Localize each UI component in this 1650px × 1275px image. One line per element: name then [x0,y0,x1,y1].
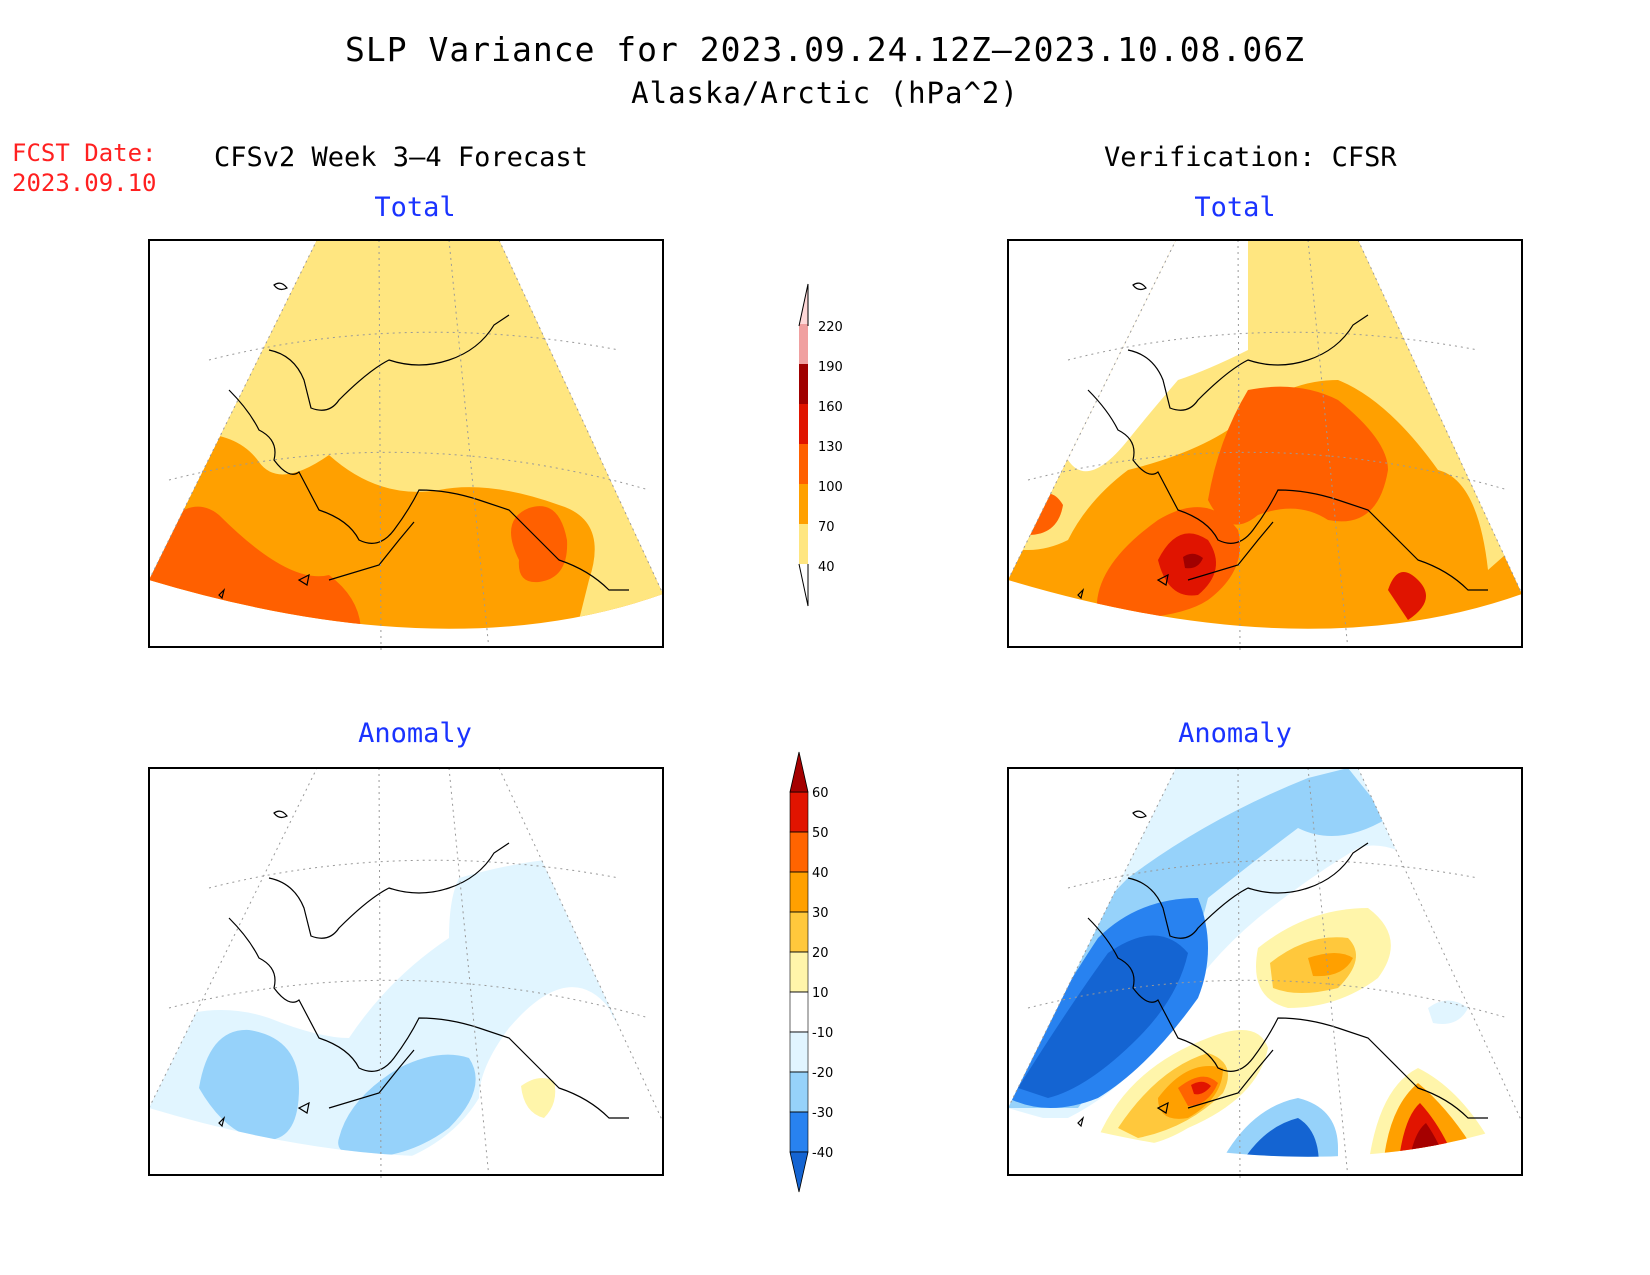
anomaly-band-below-minus40 [1018,935,1188,1098]
total-colorbar-label: 220 [818,320,843,335]
total-band-160-190 [1183,553,1203,569]
coastline [1077,282,1488,600]
total-colorbar-swatches [799,284,808,604]
coastline [218,282,629,600]
anomaly-colorbar-swatch [789,911,809,953]
anomaly-colorbar-label: 60 [812,786,829,801]
main-subtitle: Alaska/Arctic (hPa^2) [631,76,1019,110]
anomaly-band-30-40 [1308,953,1353,977]
anomaly-colorbar-bottom-wedge [789,1151,809,1193]
total-colorbar-label: 130 [818,440,843,455]
total-band-100-130-east [511,506,568,583]
coastline [1077,810,1488,1128]
verification-anomaly-map [1007,767,1523,1179]
verification-total-title: Total [1194,192,1276,223]
verification-column-heading: Verification: CFSR [1104,142,1397,173]
anomaly-colorbar-label: -30 [812,1106,833,1121]
anomaly-colorbar-label: 40 [812,866,829,881]
anomaly-colorbar-swatch [789,951,809,993]
anomaly-band-minus20-minus10-east [1428,1000,1468,1024]
main-title: SLP Variance for 2023.09.24.12Z–2023.10.… [345,30,1305,69]
total-colorbar: 220 190 160 130 100 70 40 [798,283,843,607]
anomaly-colorbar-label: 50 [812,826,829,841]
total-colorbar-swatch [799,364,808,404]
anomaly-band-minus30-minus20 [199,1029,299,1140]
forecast-anomaly-title: Anomaly [358,718,472,749]
total-colorbar-label: 40 [818,560,835,575]
anomaly-colorbar-swatch [789,871,809,913]
verification-total-map [1007,239,1523,651]
anomaly-band-10-20 [521,1077,556,1118]
forecast-total-title: Total [374,192,456,223]
total-band-130-160-east [1388,572,1426,620]
fcst-date: FCST Date: 2023.09.10 [12,138,157,198]
panel-frame [1007,767,1523,1176]
anomaly-colorbar-label: -10 [812,1026,833,1041]
fcst-date-value: 2023.09.10 [12,169,157,197]
total-colorbar-swatch [799,444,808,484]
total-band-100-130 [1208,386,1388,525]
anomaly-band-50-60 [1191,1081,1211,1095]
total-colorbar-label: 190 [818,360,843,375]
anomaly-colorbar-top-wedge [789,751,809,793]
total-colorbar-swatch [799,324,808,364]
anomaly-colorbar-swatch [789,1031,809,1073]
graticule [1007,767,1523,1179]
anomaly-colorbar-label: -40 [812,1146,833,1161]
forecast-column-heading: CFSv2 Week 3–4 Forecast [214,142,588,173]
anomaly-colorbar-swatch [789,791,809,833]
total-colorbar-swatch [799,484,808,524]
fcst-date-label: FCST Date: [12,139,157,167]
panel-frame [148,239,664,648]
panel-frame [148,767,664,1176]
anomaly-colorbar-label: 30 [812,906,829,921]
anomaly-band-minus30-minus20-central [338,1054,476,1157]
anomaly-colorbar-swatch [789,1111,809,1153]
total-colorbar-label: 100 [818,480,843,495]
total-colorbar-label: 160 [818,400,843,415]
coastline [218,810,629,1128]
anomaly-colorbar-swatch [789,991,809,1033]
total-colorbar-label: 70 [818,520,835,535]
total-colorbar-swatch [799,524,808,564]
forecast-anomaly-map [148,767,664,1179]
anomaly-colorbar-swatch [789,831,809,873]
anomaly-colorbar-swatches [789,791,809,1153]
graticule [1007,239,1523,651]
anomaly-colorbar-swatch [789,1071,809,1113]
anomaly-colorbar-label: -20 [812,1066,833,1081]
anomaly-colorbar: 60 50 40 30 20 10 -10 -20 -30 -40 [789,751,833,1193]
total-colorbar-top-wedge [798,283,809,327]
verification-anomaly-title: Anomaly [1178,718,1292,749]
graticule [148,767,664,1179]
total-colorbar-bottom-wedge [798,563,809,607]
forecast-total-map [148,239,664,651]
anomaly-colorbar-label: 10 [812,986,829,1001]
anomaly-colorbar-label: 20 [812,946,829,961]
graticule [148,239,664,651]
total-band-40-70 [149,240,663,620]
total-colorbar-swatch [799,404,808,444]
panel-frame [1007,239,1523,648]
anomaly-band-below-minus40-south [1233,1118,1319,1157]
